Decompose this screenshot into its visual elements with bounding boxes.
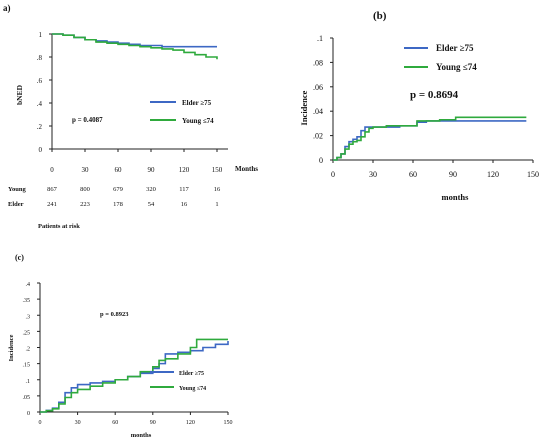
panel-1-y-axis-title: bNED [15, 84, 24, 105]
panel-1-y-tick-label: .8 [37, 54, 43, 62]
panel-2-x-tick-label: 90 [449, 170, 457, 179]
panel-1-risk-row-label: Young [8, 186, 26, 193]
panel-3-y-tick-label: .2 [26, 347, 31, 353]
panel-1-x-tick-label: 90 [148, 166, 156, 174]
panel-3-p-value: p = 0.8923 [100, 311, 129, 318]
panel-1-risk-row-label: Elder [8, 201, 24, 208]
panel-3-x-tick-label: 60 [112, 420, 118, 426]
panel-1-risk-cell: 320 [146, 186, 156, 193]
panel-3-y-tick-label: .3 [26, 314, 31, 320]
panel-1-x-tick-label: 30 [82, 166, 90, 174]
panel-2-y-tick-label: .08 [313, 58, 323, 67]
panel-1-risk-cell: 241 [47, 201, 57, 208]
panel-2-x-tick-label: 30 [369, 170, 377, 179]
panel-3-x-tick-label: 0 [39, 420, 42, 426]
panel-2-legend-label: Elder ≥75 [436, 43, 474, 53]
panel-3-series-young-line [40, 338, 228, 413]
panel-2-x-tick-label: 60 [409, 170, 417, 179]
panel-3-y-tick-label: .25 [23, 330, 31, 336]
panel-1-x-tick-label: 150 [212, 166, 223, 174]
panel-1-y-tick-label: .6 [37, 77, 43, 85]
panel-1-risk-cell: 54 [148, 201, 155, 208]
panel-2-x-axis-title: months [442, 192, 470, 202]
panel-3-x-tick-label: 90 [150, 420, 156, 426]
panel-3-x-tick-label: 120 [186, 420, 195, 426]
panel-3-x-axis-title: months [131, 432, 152, 439]
panel-3-x-tick-label: 30 [75, 420, 81, 426]
panel-2-y-tick-label: .06 [313, 83, 323, 92]
panel-1-p-value: p = 0.4087 [72, 116, 103, 124]
panel-1-risk-cell: 223 [80, 201, 90, 208]
panel-1-risk-cell: 867 [47, 186, 58, 193]
panel-1-x-tick-label: 120 [179, 166, 190, 174]
panel-3-y-tick-label: .1 [26, 379, 31, 385]
panel-1-label: a) [3, 3, 11, 13]
panel-1-y-tick-label: .4 [37, 100, 43, 108]
panel-3-y-tick-label: .35 [23, 298, 31, 304]
panel-3-legend-label: Elder ≥75 [179, 371, 204, 377]
panel-1-legend-label: Elder ≥75 [182, 99, 212, 107]
panel-3-x-tick-label: 150 [224, 420, 233, 426]
panel-2-p-value: p = 0.8694 [410, 89, 459, 101]
panel-1-risk-cell: 1 [215, 201, 218, 208]
panel-3-y-tick-label: .4 [26, 282, 31, 288]
panel-1-risk-cell: 800 [80, 186, 90, 193]
panel-2-x-tick-label: 150 [527, 170, 539, 179]
panel-2-y-tick-label: .04 [313, 107, 323, 116]
panel-1-risk-cell: 16 [181, 201, 188, 208]
panel-2-y-tick-label: .02 [313, 132, 323, 141]
panel-3-y-tick-label: .15 [23, 363, 31, 369]
panel-1-x-tick-label: 0 [50, 166, 54, 174]
panel-2-label: (b) [373, 10, 387, 22]
panel-2-x-tick-label: 120 [487, 170, 499, 179]
panel-1-risk-table-title: Patients at risk [38, 223, 80, 230]
panel-3-y-tick-label: 0 [27, 411, 30, 417]
panel-1-x-axis-title: Months [235, 165, 258, 173]
panel-1-series-young-line [52, 33, 218, 60]
panel-2-y-axis-title: Incidence [299, 90, 309, 125]
panel-1-y-tick-label: .2 [37, 123, 43, 131]
panel-3-label: (c) [15, 253, 24, 262]
panel-2-x-tick-label: 0 [331, 170, 335, 179]
panel-2-y-tick-label: 0 [319, 156, 323, 165]
panel-1-x-tick-label: 60 [115, 166, 123, 174]
panel-3-legend-label: Young ≤74 [179, 386, 206, 392]
panel-2-legend-label: Young ≤74 [436, 62, 477, 72]
panel-3-y-tick-label: .05 [23, 395, 31, 401]
panel-3-y-axis-title: Incidence [8, 335, 15, 362]
panel-1-risk-cell: 178 [113, 201, 123, 208]
panel-1-y-tick-label: 0 [39, 146, 43, 154]
panel-1-legend-label: Young ≤74 [182, 117, 214, 125]
panel-2-y-tick-label: .1 [317, 34, 323, 43]
panel-1-risk-cell: 679 [113, 186, 123, 193]
panel-1-y-tick-label: 1 [39, 31, 43, 39]
panel-2-series-elder-line [333, 120, 527, 161]
panel-1-risk-cell: 16 [214, 186, 221, 193]
panel-1-risk-cell: 117 [179, 186, 189, 193]
panel-2-series-young-line [333, 116, 527, 161]
